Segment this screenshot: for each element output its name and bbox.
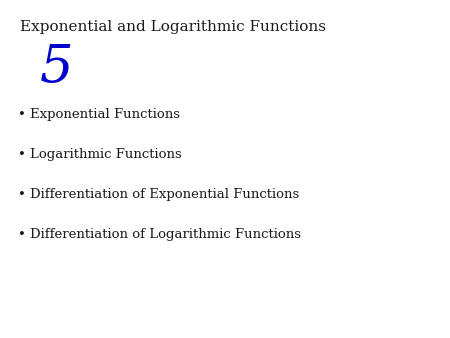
Text: Exponential and Logarithmic Functions: Exponential and Logarithmic Functions	[20, 20, 326, 34]
Text: •: •	[18, 108, 26, 121]
Text: 5: 5	[40, 42, 73, 93]
Text: Logarithmic Functions: Logarithmic Functions	[30, 148, 182, 161]
Text: Differentiation of Logarithmic Functions: Differentiation of Logarithmic Functions	[30, 228, 301, 241]
Text: •: •	[18, 188, 26, 201]
Text: Differentiation of Exponential Functions: Differentiation of Exponential Functions	[30, 188, 299, 201]
Text: •: •	[18, 228, 26, 241]
Text: •: •	[18, 148, 26, 161]
Text: Exponential Functions: Exponential Functions	[30, 108, 180, 121]
